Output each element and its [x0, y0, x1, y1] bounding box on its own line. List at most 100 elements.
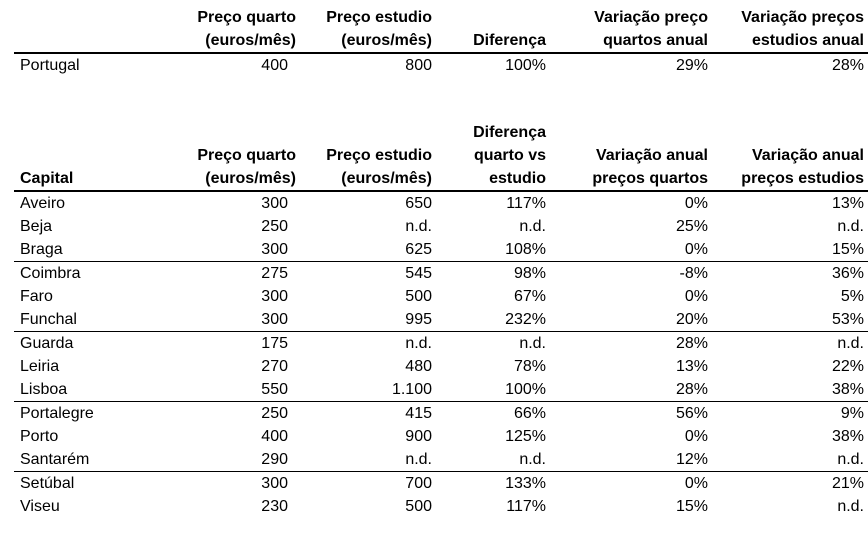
cell-room-price: 290	[261, 451, 288, 468]
cell-studio-variation: n.d.	[837, 218, 864, 235]
cell-room-variation: 56%	[675, 405, 708, 422]
cell-studio-price: 545	[405, 265, 432, 282]
cell-capital: Portalegre	[20, 405, 94, 422]
header-line: Variação anual	[595, 147, 708, 164]
capitals-header-studio-variation: Variação anual preços estudios	[712, 121, 868, 191]
cell-studio-price: 700	[405, 475, 432, 492]
cell-room-variation: 0%	[684, 195, 708, 212]
cell-capital: Braga	[20, 241, 63, 258]
cell-room-price: 300	[261, 241, 288, 258]
cell-studio-variation: 21%	[831, 475, 864, 492]
summary-header-difference: Diferença	[436, 6, 550, 53]
cell-room-price: 230	[261, 498, 288, 515]
cell-capital: Leiria	[20, 358, 60, 375]
cell-studio-variation: 22%	[831, 358, 864, 375]
cell-studio-price: 1.100	[391, 381, 432, 398]
cell-difference: n.d.	[519, 451, 546, 468]
cell-studio-price: n.d.	[405, 335, 432, 352]
cell-studio-price: 800	[405, 57, 432, 74]
table-row: Viseu 230 500 117% 15% n.d.	[14, 495, 868, 518]
header-line: Preço estudio	[326, 147, 432, 164]
header-line: estudio	[489, 170, 546, 187]
cell-room-price: 275	[261, 265, 288, 282]
cell-room-price: 400	[261, 57, 288, 74]
cell-room-variation: 20%	[675, 311, 708, 328]
table-row: Braga 300 625 108% 0% 15%	[14, 238, 868, 262]
header-line: Capital	[20, 170, 74, 187]
cell-difference: 117%	[506, 498, 546, 515]
cell-studio-price: 625	[405, 241, 432, 258]
summary-header-room-price: Preço quarto (euros/mês)	[174, 6, 300, 53]
header-line: (euros/mês)	[341, 170, 432, 187]
header-line: Preço quarto	[197, 9, 296, 26]
cell-room-price: 400	[261, 428, 288, 445]
cell-studio-price: n.d.	[405, 218, 432, 235]
cell-capital: Faro	[20, 288, 53, 305]
cell-studio-price: 480	[405, 358, 432, 375]
cell-difference: 78%	[513, 358, 546, 375]
table-row: Funchal 300 995 232% 20% 53%	[14, 308, 868, 332]
cell-room-price: 300	[261, 288, 288, 305]
table-row: Beja 250 n.d. n.d. 25% n.d.	[14, 215, 868, 238]
header-line: Variação preço	[594, 9, 708, 26]
header-line: Variação preços	[741, 9, 864, 26]
cell-studio-price: 995	[405, 311, 432, 328]
header-line: Variação anual	[751, 147, 864, 164]
header-line: Diferença	[473, 32, 546, 49]
cell-studio-variation: 38%	[831, 381, 864, 398]
cell-capital: Setúbal	[20, 475, 75, 492]
cell-difference: 100%	[505, 57, 546, 74]
cell-studio-price: 900	[405, 428, 432, 445]
header-line: quarto vs	[473, 147, 546, 164]
cell-difference: 100%	[505, 381, 546, 398]
cell-capital: Coimbra	[20, 265, 81, 282]
summary-header-room-variation: Variação preço quartos anual	[550, 6, 712, 53]
header-line: quartos anual	[603, 32, 708, 49]
cell-studio-variation: 36%	[831, 265, 864, 282]
summary-row-portugal: Portugal 400 800 100% 29% 28%	[14, 53, 868, 77]
cell-room-variation: 29%	[675, 57, 708, 74]
summary-header-blank	[14, 6, 174, 53]
cell-studio-price: 500	[405, 498, 432, 515]
capitals-header-capital: Capital	[14, 121, 174, 191]
cell-room-variation: 0%	[684, 288, 708, 305]
cell-difference: 66%	[513, 405, 546, 422]
cell-room-price: 300	[261, 311, 288, 328]
cell-studio-variation: 53%	[831, 311, 864, 328]
cell-studio-variation: n.d.	[837, 451, 864, 468]
table-row: Santarém 290 n.d. n.d. 12% n.d.	[14, 448, 868, 472]
cell-room-price: 270	[261, 358, 288, 375]
header-line: (euros/mês)	[341, 32, 432, 49]
table-row: Faro 300 500 67% 0% 5%	[14, 285, 868, 308]
table-row: Setúbal 300 700 133% 0% 21%	[14, 471, 868, 496]
cell-studio-variation: n.d.	[837, 498, 864, 515]
cell-room-variation: 13%	[675, 358, 708, 375]
cell-room-variation: 28%	[675, 381, 708, 398]
summary-header-studio-price: Preço estudio (euros/mês)	[300, 6, 436, 53]
capitals-table: Capital Preço quarto (euros/mês) Preço e…	[14, 121, 868, 518]
cell-studio-price: 650	[405, 195, 432, 212]
table-row: Aveiro 300 650 117% 0% 13%	[14, 191, 868, 215]
cell-studio-price: 500	[405, 288, 432, 305]
cell-room-price: 550	[261, 381, 288, 398]
cell-room-price: 250	[261, 405, 288, 422]
capitals-table-body: Aveiro 300 650 117% 0% 13% Beja 250 n.d. n.d. 25% n…	[14, 191, 868, 518]
header-line: (euros/mês)	[205, 32, 296, 49]
cell-room-variation: -8%	[679, 265, 708, 282]
cell-difference: 117%	[506, 195, 546, 212]
header-line: estudios anual	[751, 32, 864, 49]
table-row: Portalegre 250 415 66% 56% 9%	[14, 401, 868, 426]
cell-capital: Guarda	[20, 335, 74, 352]
cell-room-price: 300	[261, 475, 288, 492]
cell-studio-variation: 15%	[831, 241, 864, 258]
capitals-header-room-price: Preço quarto (euros/mês)	[174, 121, 300, 191]
table-row: Coimbra 275 545 98% -8% 36%	[14, 261, 868, 286]
capitals-header-row: Capital Preço quarto (euros/mês) Preço e…	[14, 121, 868, 191]
cell-studio-variation: 38%	[831, 428, 864, 445]
cell-room-variation: 0%	[684, 428, 708, 445]
cell-room-price: 300	[261, 195, 288, 212]
cell-difference: 67%	[513, 288, 546, 305]
header-line: preços estudios	[741, 170, 864, 187]
cell-studio-variation: 5%	[840, 288, 864, 305]
header-line: Preço estudio	[326, 9, 432, 26]
